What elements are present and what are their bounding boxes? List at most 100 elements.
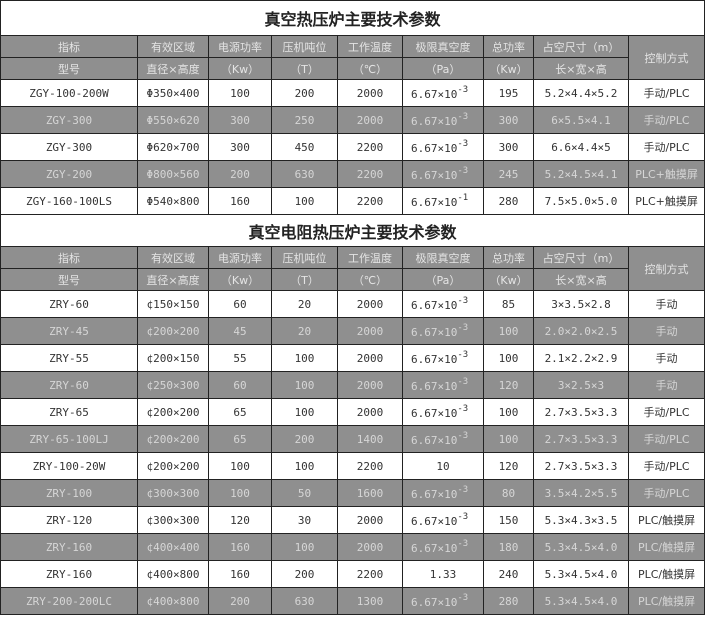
total-cell: 300 — [483, 106, 534, 134]
header-cell: 占空尺寸（m） — [533, 35, 629, 58]
power-cell: 200 — [208, 587, 272, 615]
power-cell: 100 — [208, 452, 272, 480]
model-cell: ZRY-45 — [0, 317, 138, 345]
vacuum-cell: 6.67×10-3 — [402, 479, 484, 507]
header-cell: 指标 — [0, 246, 138, 269]
vacuum-exponent: -3 — [457, 85, 469, 95]
tonnage-cell: 30 — [271, 506, 338, 534]
header-unit-cell: 长×宽×高 — [533, 57, 629, 80]
header-cell: 工作温度 — [337, 35, 403, 58]
table-row: ZRY-65-100LJ ¢200×200 65 200 1400 6.67×10-3 10… — [0, 425, 705, 453]
size-cell: 7.5×5.0×5.0 — [533, 187, 629, 215]
vacuum-base: 10 — [436, 459, 450, 473]
vacuum-cell: 6.67×10-3 — [402, 106, 484, 134]
vacuum-cell: 6.67×10-3 — [402, 344, 484, 372]
tonnage-cell: 100 — [271, 452, 338, 480]
tonnage-cell: 20 — [271, 317, 338, 345]
temp-cell: 2000 — [337, 371, 403, 399]
table-row: ZRY-55 ¢200×150 55 100 2000 6.67×10-3 100 2.1×2… — [0, 344, 705, 372]
vacuum-cell: 6.67×10-3 — [402, 133, 484, 161]
control-cell: 手动 — [627, 344, 705, 372]
control-cell: 手动/PLC — [627, 452, 705, 480]
model-cell: ZGY-300 — [0, 133, 138, 161]
temp-cell: 2000 — [337, 506, 403, 534]
total-cell: 245 — [483, 160, 534, 188]
tonnage-cell: 250 — [271, 106, 338, 134]
tonnage-cell: 200 — [271, 79, 338, 107]
header-cell: 控制方式 — [627, 35, 705, 80]
tonnage-cell: 100 — [271, 371, 338, 399]
control-cell: 手动/PLC — [627, 133, 705, 161]
zone-cell: Φ540×800 — [137, 187, 209, 215]
vacuum-base: 6.67×10 — [411, 169, 458, 182]
vacuum-cell: 6.67×10-1 — [402, 187, 484, 215]
control-cell: PLC/触摸屏 — [627, 587, 705, 615]
tonnage-cell: 630 — [271, 160, 338, 188]
table-row: ZRY-120 ¢300×300 120 30 2000 6.67×10-3 150 5.3×… — [0, 506, 705, 534]
vacuum-exponent: -3 — [457, 139, 469, 149]
temp-cell: 2000 — [337, 317, 403, 345]
zone-cell: ¢250×300 — [137, 371, 209, 399]
vacuum-exponent: -3 — [457, 296, 469, 306]
model-cell: ZRY-160 — [0, 560, 138, 588]
table-row: ZGY-300 Φ550×620 300 250 2000 6.67×10-3 300 6×5… — [0, 106, 705, 134]
vacuum-base: 6.67×10 — [411, 353, 458, 366]
header-unit-cell: （T） — [271, 268, 338, 291]
temp-cell: 2000 — [337, 533, 403, 561]
header-unit-cell: 型号 — [0, 57, 138, 80]
vacuum-exponent: -3 — [457, 323, 469, 333]
size-cell: 5.3×4.5×4.0 — [533, 533, 629, 561]
header-cell: 电源功率 — [208, 246, 272, 269]
model-cell: ZGY-300 — [0, 106, 138, 134]
temp-cell: 2200 — [337, 160, 403, 188]
table-row: ZRY-45 ¢200×200 45 20 2000 6.67×10-3 100 2.0×2.… — [0, 317, 705, 345]
header-cell: 极限真空度 — [402, 246, 484, 269]
vacuum-base: 6.67×10 — [411, 299, 458, 312]
total-cell: 280 — [483, 187, 534, 215]
power-cell: 65 — [208, 398, 272, 426]
size-cell: 2.7×3.5×3.3 — [533, 452, 629, 480]
zone-cell: ¢200×200 — [137, 452, 209, 480]
vacuum-cell: 6.67×10-3 — [402, 587, 484, 615]
control-cell: PLC/触摸屏 — [627, 533, 705, 561]
control-cell: PLC/触摸屏 — [627, 560, 705, 588]
zone-cell: Φ620×700 — [137, 133, 209, 161]
header-unit-cell: （Kw） — [483, 268, 534, 291]
tonnage-cell: 200 — [271, 425, 338, 453]
vacuum-cell: 6.67×10-3 — [402, 317, 484, 345]
header-unit-cell: 直径×高度 — [137, 268, 209, 291]
vacuum-exponent: -3 — [457, 166, 469, 176]
vacuum-exponent: -3 — [457, 593, 469, 603]
model-cell: ZRY-100 — [0, 479, 138, 507]
power-cell: 60 — [208, 371, 272, 399]
temp-cell: 2000 — [337, 344, 403, 372]
header-cell: 占空尺寸（m） — [533, 246, 629, 269]
header-cell: 工作温度 — [337, 246, 403, 269]
total-cell: 300 — [483, 133, 534, 161]
power-cell: 160 — [208, 533, 272, 561]
vacuum-cell: 6.67×10-3 — [402, 398, 484, 426]
model-cell: ZRY-60 — [0, 371, 138, 399]
vacuum-base: 6.67×10 — [411, 142, 458, 155]
vacuum-cell: 1.33 — [402, 560, 484, 588]
zone-cell: ¢200×150 — [137, 344, 209, 372]
header-unit-cell: （Pa） — [402, 268, 484, 291]
vacuum-exponent: -3 — [457, 431, 469, 441]
size-cell: 2.7×3.5×3.3 — [533, 425, 629, 453]
spec-document: 真空热压炉主要技术参数 指标 有效区域 电源功率 压机吨位 工作温度 极限真空度 总功率 占空尺… — [0, 0, 705, 615]
power-cell: 300 — [208, 133, 272, 161]
zone-cell: ¢300×300 — [137, 479, 209, 507]
table-row: ZGY-160-100LS Φ540×800 160 100 2200 6.67×10-1… — [0, 187, 705, 215]
temp-cell: 1600 — [337, 479, 403, 507]
vacuum-base: 6.67×10 — [411, 88, 458, 101]
header-cell: 极限真空度 — [402, 35, 484, 58]
header-unit-cell: 直径×高度 — [137, 57, 209, 80]
header-cell: 指标 — [0, 35, 138, 58]
model-cell: ZRY-65-100LJ — [0, 425, 138, 453]
power-cell: 100 — [208, 79, 272, 107]
header-unit-cell: （Kw） — [208, 268, 272, 291]
power-cell: 55 — [208, 344, 272, 372]
vacuum-base: 6.67×10 — [411, 326, 458, 339]
table-row: ZGY-100-200W Φ350×400 100 200 2000 6.67×10-3 1… — [0, 79, 705, 107]
control-cell: PLC+触摸屏 — [627, 187, 705, 215]
